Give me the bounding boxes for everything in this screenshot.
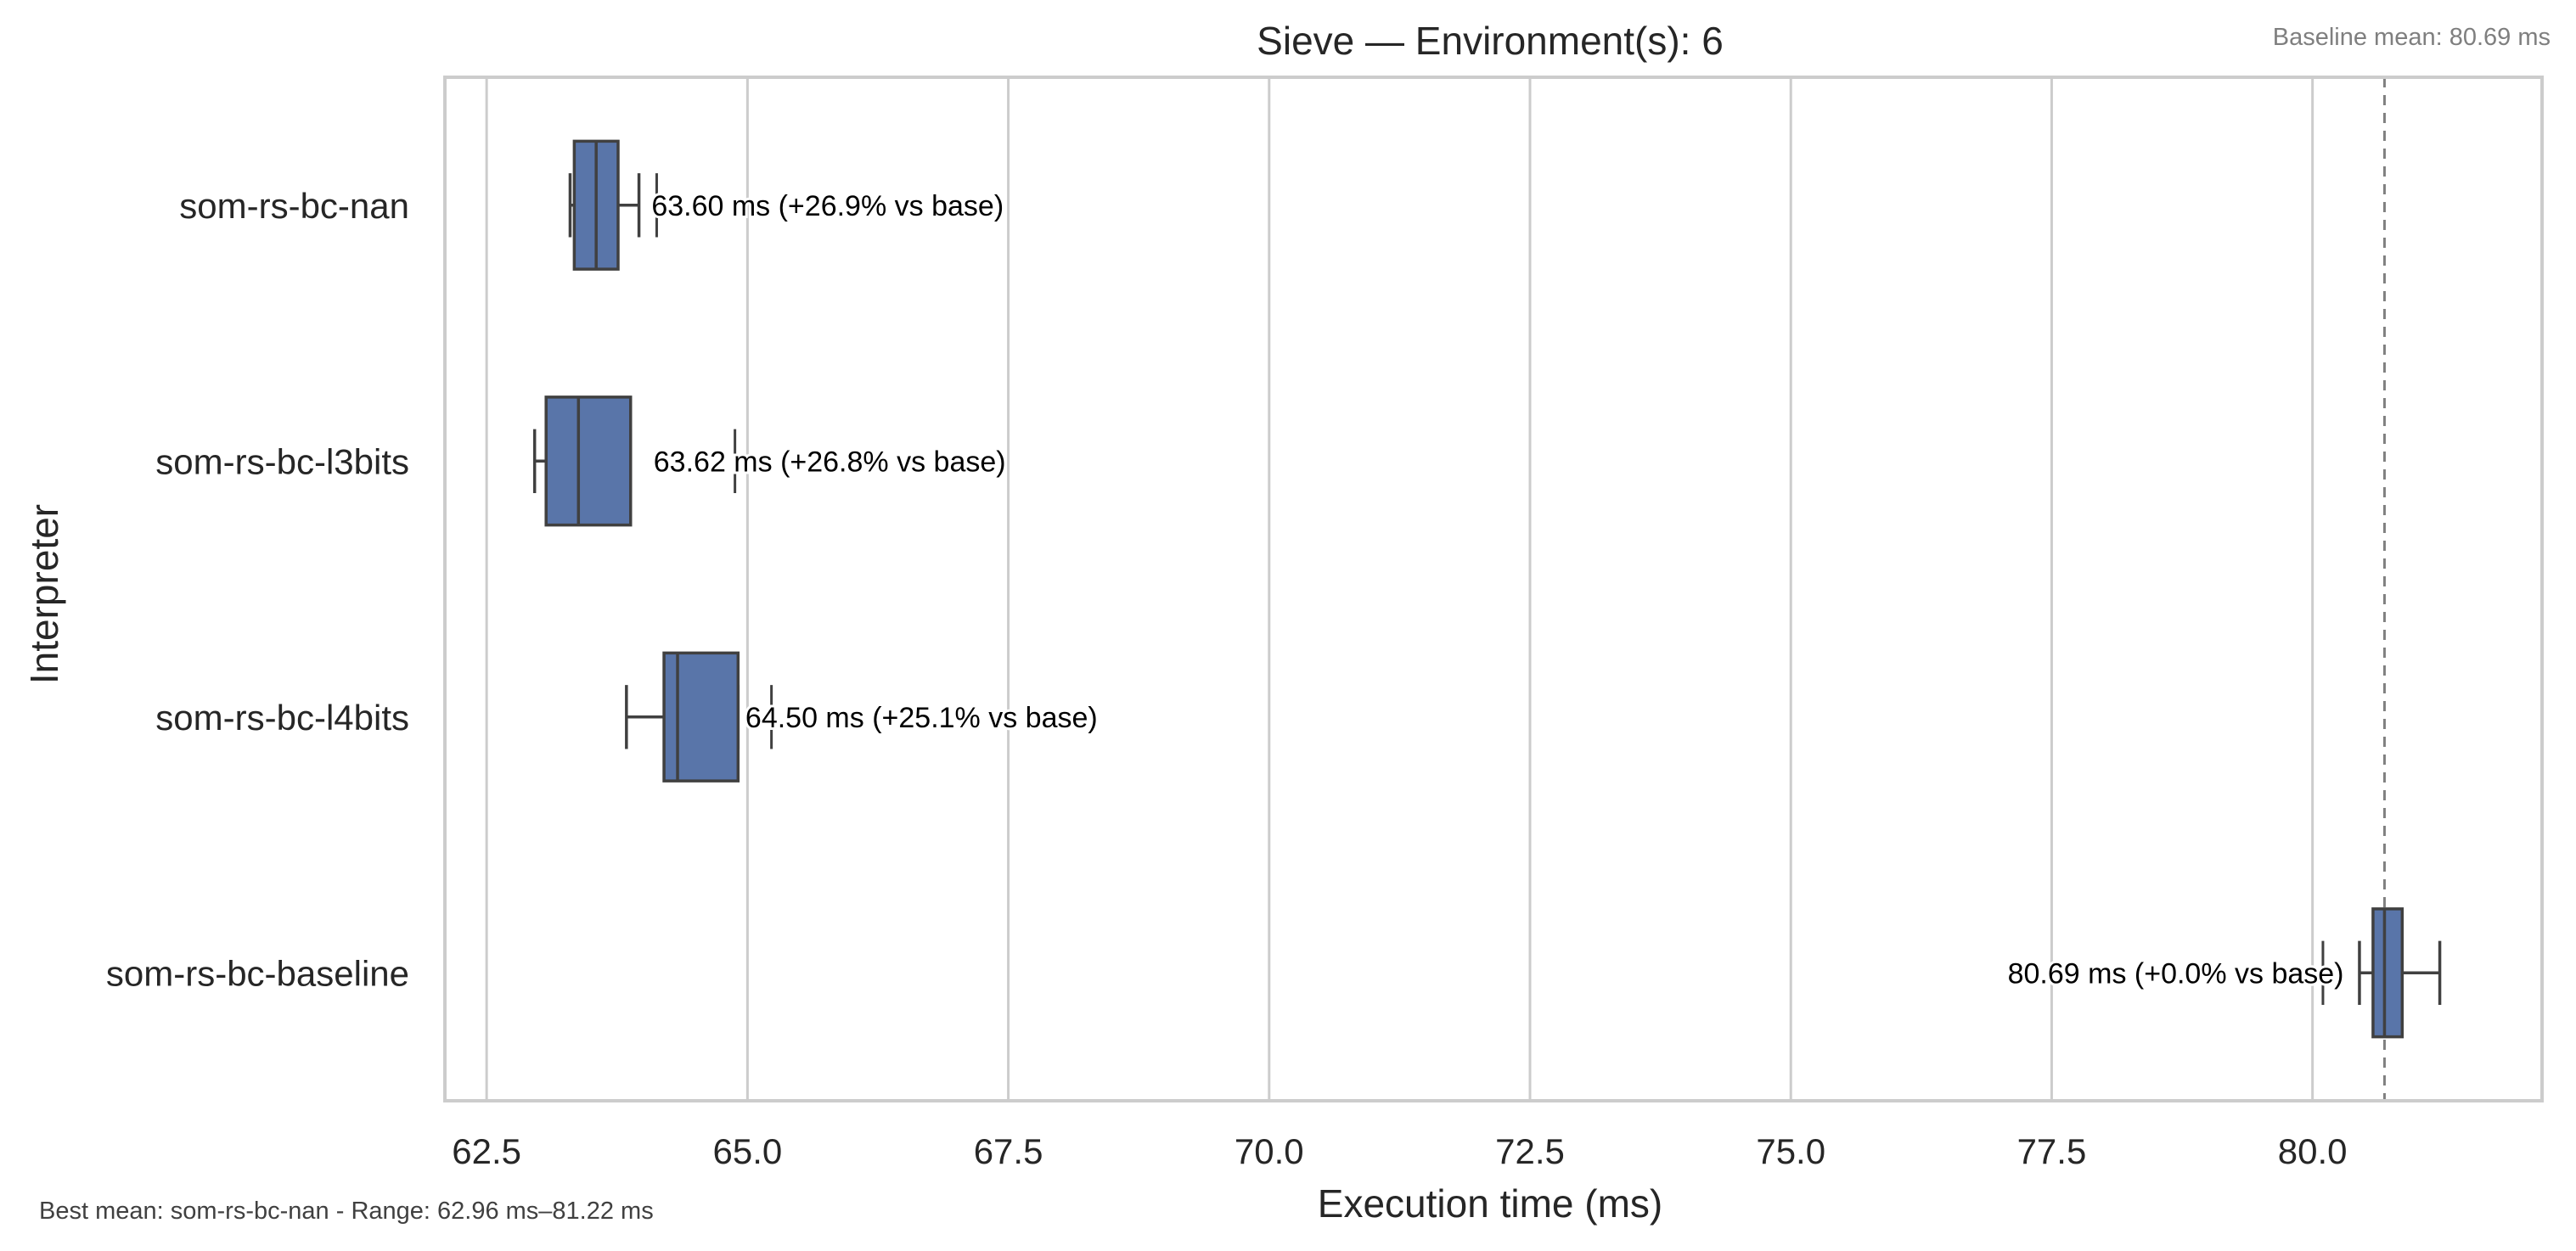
x-tick-label: 70.0 — [1235, 1131, 1304, 1171]
box-som-rs-bc-l4bits: 64.50 ms (+25.1% vs base) — [625, 651, 1100, 783]
x-tick-label: 65.0 — [712, 1131, 782, 1171]
plot-frame — [443, 76, 2544, 1102]
mean-annotation: 64.50 ms (+25.1% vs base) — [745, 702, 1098, 734]
x-tick-label: 80.0 — [2278, 1131, 2348, 1171]
box-som-rs-bc-nan: 63.60 ms (+26.9% vs base) — [568, 139, 1006, 271]
chart-title: Sieve — Environment(s): 6 — [1257, 19, 1724, 63]
x-tick-label: 72.5 — [1495, 1131, 1565, 1171]
y-category-labels: som-rs-bc-nan som-rs-bc-l3bits som-rs-bc-l… — [106, 186, 409, 994]
baseline-note: Baseline mean: 80.69 ms — [2273, 24, 2551, 51]
mean-annotation: 80.69 ms (+0.0% vs base) — [2008, 957, 2344, 990]
box-iqr — [544, 395, 633, 527]
x-tick-label: 77.5 — [2017, 1131, 2087, 1171]
y-category-label: som-rs-bc-baseline — [106, 953, 409, 993]
x-gridlines — [485, 77, 2314, 1101]
box-som-rs-bc-l3bits: 63.62 ms (+26.8% vs base) — [532, 395, 1009, 527]
box-iqr — [662, 651, 740, 783]
x-tick-labels: 62.5 65.0 67.5 70.0 72.5 75.0 77.5 80.0 — [452, 1131, 2347, 1171]
y-category-label: som-rs-bc-l4bits — [155, 698, 409, 738]
x-tick-label: 75.0 — [1756, 1131, 1825, 1171]
box-iqr — [2371, 907, 2404, 1039]
y-axis-label: Interpreter — [22, 504, 66, 684]
x-axis-label: Execution time (ms) — [1318, 1181, 1662, 1226]
mean-annotation: 63.62 ms (+26.8% vs base) — [654, 446, 1006, 478]
y-category-label: som-rs-bc-l3bits — [155, 441, 409, 481]
summary-note: Best mean: som-rs-bc-nan - Range: 62.96 … — [39, 1198, 654, 1225]
x-tick-label: 62.5 — [452, 1131, 521, 1171]
mean-annotation: 63.60 ms (+26.9% vs base) — [651, 190, 1004, 222]
y-category-label: som-rs-bc-nan — [179, 186, 409, 226]
box-series: 63.60 ms (+26.9% vs base) 63.62 ms (+26.8… — [532, 139, 2442, 1039]
x-tick-label: 67.5 — [974, 1131, 1043, 1171]
box-som-rs-bc-baseline: 80.69 ms (+0.0% vs base) — [2005, 907, 2442, 1039]
